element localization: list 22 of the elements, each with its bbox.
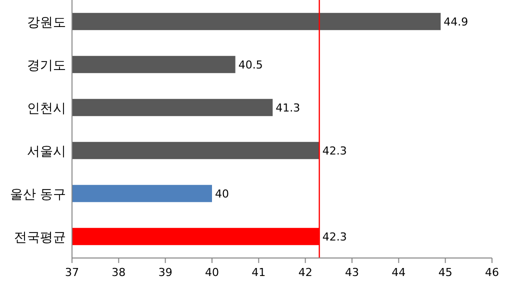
x-tick-label: 40 — [205, 266, 219, 279]
x-tick-label: 37 — [65, 266, 79, 279]
y-tick-label: 강원도 — [27, 16, 66, 30]
data-label: 40.5 — [238, 58, 263, 72]
data-label: 42.3 — [322, 144, 347, 158]
data-label: 41.3 — [276, 102, 300, 114]
x-tick-label: 41 — [252, 266, 266, 279]
x-tick-label: 46 — [485, 266, 499, 279]
x-tick-label: 45 — [438, 266, 452, 279]
x-tick-label: 43 — [345, 266, 359, 279]
y-tick-label: 인천시 — [27, 102, 66, 116]
y-tick-label: 경기도 — [27, 58, 66, 74]
data-label: 42.3 — [322, 230, 347, 244]
x-tick-label: 42 — [298, 266, 312, 279]
x-tick-label: 39 — [158, 266, 172, 279]
y-tick-label: 서울시 — [27, 144, 66, 160]
data-label: 40 — [215, 188, 229, 200]
x-tick-label: 38 — [112, 266, 126, 279]
x-tick-label: 44 — [392, 266, 406, 279]
data-label: 44.9 — [444, 16, 468, 28]
y-tick-label: 전국평균 — [14, 230, 66, 246]
y-tick-label: 울산 동구 — [10, 188, 66, 202]
